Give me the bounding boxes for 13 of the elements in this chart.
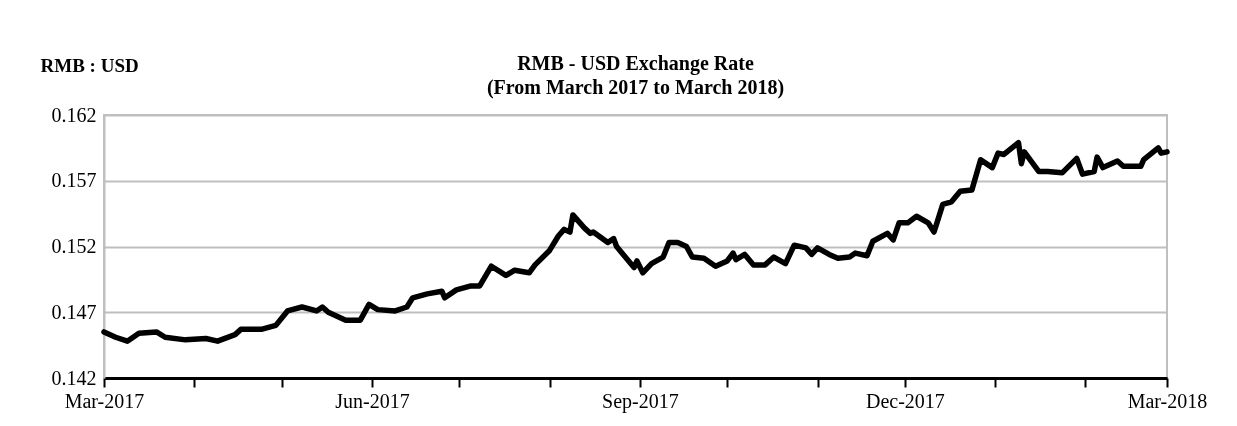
chart-title: RMB - USD Exchange Rate xyxy=(517,52,754,75)
x-tick-label: Sep-2017 xyxy=(602,389,679,413)
x-tick-label: Mar-2018 xyxy=(1127,389,1208,412)
x-tick-label: Dec-2017 xyxy=(865,389,945,412)
y-tick-label: 0.142 xyxy=(51,366,97,389)
y-tick-label: 0.162 xyxy=(51,103,97,126)
y-tick-label: 0.157 xyxy=(51,169,97,192)
y-axis-title: RMB : USD xyxy=(40,54,139,76)
y-tick-label: 0.152 xyxy=(51,235,97,257)
x-tick-label: Jun-2017 xyxy=(335,389,410,412)
chart-subtitle: (From March 2017 to March 2018) xyxy=(486,76,785,99)
x-tick-label: Mar-2017 xyxy=(64,389,145,412)
y-tick-label: 0.147 xyxy=(51,300,97,323)
